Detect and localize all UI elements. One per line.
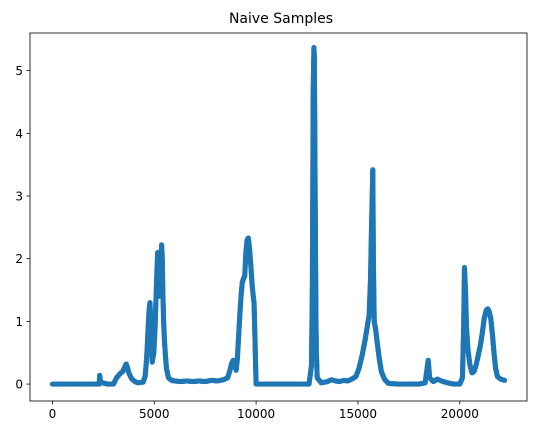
x-tick-label: 15000 — [339, 407, 377, 421]
x-tick-label: 20000 — [441, 407, 479, 421]
chart-title: Naive Samples — [229, 11, 333, 27]
y-tick-label: 3 — [15, 189, 23, 203]
y-tick-label: 2 — [15, 252, 23, 266]
y-tick-label: 0 — [15, 378, 23, 392]
y-tick-label: 1 — [15, 315, 23, 329]
y-tick-label: 5 — [15, 64, 23, 78]
points-layer — [49, 44, 508, 387]
data-point — [501, 377, 508, 383]
x-tick-label: 5000 — [139, 407, 170, 421]
x-tick-label: 10000 — [237, 407, 275, 421]
plot-frame — [29, 32, 528, 402]
axes-layer: 0 5000 10000 15000 20000 0 1 2 3 4 5 — [15, 32, 528, 421]
x-tick-label: 0 — [49, 407, 57, 421]
y-tick-label: 4 — [15, 127, 23, 141]
